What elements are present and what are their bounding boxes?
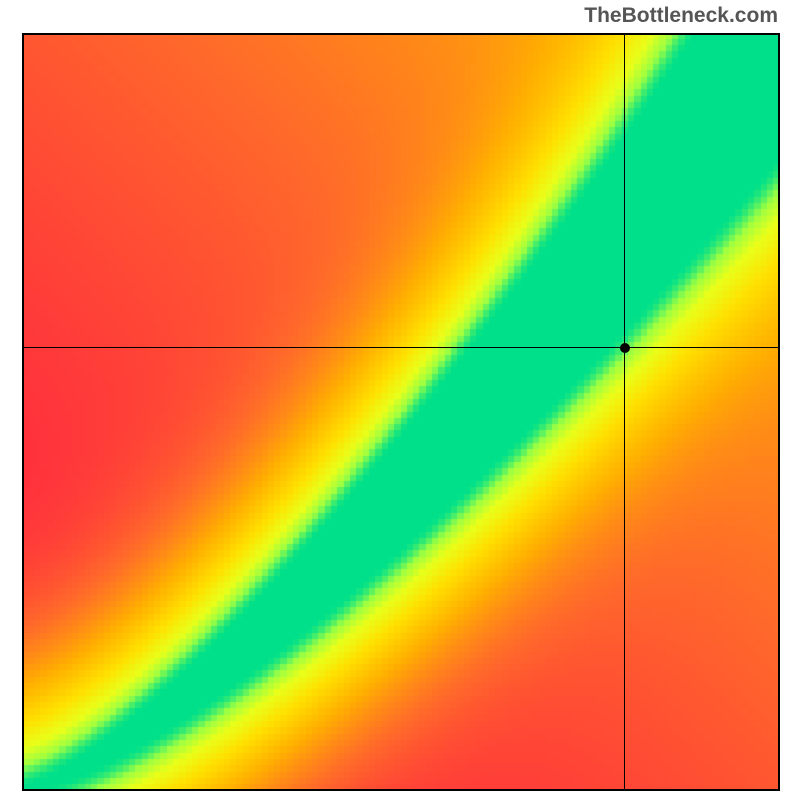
plot-frame	[22, 33, 780, 791]
watermark-text: TheBottleneck.com	[584, 4, 778, 28]
